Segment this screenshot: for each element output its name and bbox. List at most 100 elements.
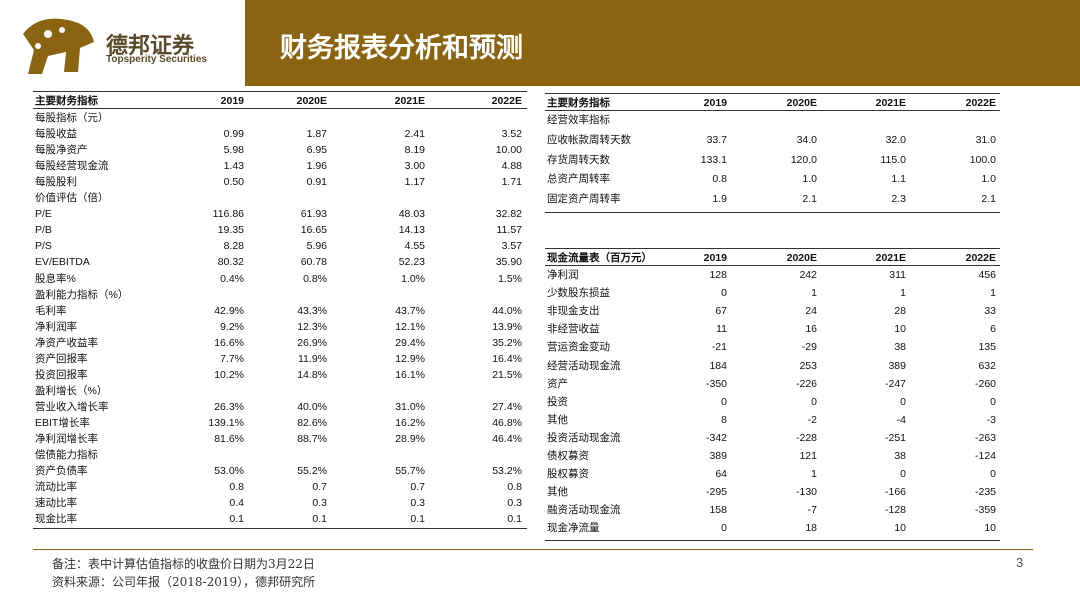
cell-value: 8.19 — [404, 144, 425, 157]
cell-value: 31.0 — [975, 133, 996, 146]
cell-value: 67 — [715, 305, 727, 318]
table-rule — [545, 265, 1000, 266]
cell-value: 21.5% — [492, 368, 522, 381]
cell-value: 2022E — [965, 97, 996, 109]
cell-value: 14.13 — [398, 224, 425, 237]
cell-value: 1 — [900, 287, 906, 300]
cell-value: 0.1 — [229, 513, 244, 526]
cell-value: -4 — [896, 413, 906, 426]
cell-value: 0.3 — [312, 497, 327, 510]
row-label: 少数股东损益 — [547, 287, 610, 300]
cell-value: 1.0 — [802, 173, 817, 186]
cell-value: 24 — [805, 305, 817, 318]
cell-value: 33.7 — [706, 133, 727, 146]
row-label: EV/EBITDA — [35, 256, 90, 269]
cell-value: 0.7 — [410, 481, 425, 494]
cell-value: -342 — [705, 431, 727, 444]
cell-value: 46.4% — [492, 433, 522, 445]
logo-en: Topsperity Securities — [106, 54, 207, 65]
row-label: 其他 — [547, 413, 568, 426]
table-rule — [545, 212, 1000, 213]
cell-value: 0 — [811, 395, 817, 408]
cell-value: 53.0% — [214, 465, 244, 478]
cell-value: -247 — [884, 377, 906, 390]
cell-value: 60.78 — [300, 256, 327, 269]
cell-value: 2019 — [703, 97, 727, 109]
cell-value: 55.7% — [395, 465, 425, 478]
row-label: 主要财务指标 — [547, 97, 610, 109]
cell-value: 32.82 — [495, 208, 522, 221]
cell-value: 5.96 — [306, 240, 327, 253]
cell-value: 0.3 — [410, 497, 425, 510]
row-label: 现金比率 — [35, 513, 77, 526]
cell-value: 0.91 — [306, 176, 327, 189]
cell-value: 2022E — [965, 252, 996, 264]
row-label: EBIT增长率 — [35, 416, 90, 429]
cell-value: 0.8% — [303, 272, 327, 285]
cell-value: 10 — [984, 522, 996, 535]
cell-value: 18 — [805, 522, 817, 535]
cell-value: 3.57 — [501, 240, 522, 253]
row-label: 净利润率 — [35, 320, 77, 333]
cell-value: 1.0% — [401, 272, 425, 285]
cell-value: 1.43 — [223, 160, 244, 173]
row-label: 流动比率 — [35, 481, 77, 494]
cell-value: 632 — [978, 359, 996, 372]
cell-value: 0 — [721, 287, 727, 300]
row-label: 非现金支出 — [547, 305, 600, 318]
cell-value: 0.3 — [507, 497, 522, 510]
cell-value: 43.7% — [395, 304, 425, 317]
cell-value: 0.1 — [312, 513, 327, 526]
cell-value: 2.1 — [981, 193, 996, 206]
cell-value: 0 — [990, 395, 996, 408]
cell-value: 1.87 — [306, 128, 327, 141]
cell-value: 128 — [709, 269, 727, 281]
cell-value: 4.55 — [404, 240, 425, 253]
row-label: 营运资金变动 — [547, 341, 610, 354]
cell-value: 10.00 — [495, 144, 522, 157]
cell-value: 6 — [990, 323, 996, 336]
cell-value: 27.4% — [492, 400, 522, 413]
row-label: 固定资产周转率 — [547, 193, 621, 206]
page-title: 财务报表分析和预测 — [280, 33, 523, 63]
cell-value: 82.6% — [297, 416, 327, 429]
cell-value: -350 — [705, 377, 727, 390]
cell-value: 0 — [721, 395, 727, 408]
row-label: P/S — [35, 240, 52, 253]
row-label: 净利润 — [547, 269, 579, 281]
logo-cn: 德邦证券 — [106, 33, 195, 58]
cell-value: 88.7% — [297, 433, 327, 445]
cell-value: 11 — [716, 323, 727, 336]
cell-value: 10 — [894, 323, 906, 336]
cell-value: 29.4% — [395, 336, 425, 349]
cell-value: 32.0 — [885, 133, 906, 146]
cell-value: 6.95 — [306, 144, 327, 157]
cell-value: 48.03 — [398, 208, 425, 221]
cell-value: 2021E — [394, 95, 425, 107]
row-label: 毛利率 — [35, 304, 67, 317]
cell-value: 2.1 — [802, 193, 817, 206]
cell-value: 121 — [799, 450, 817, 462]
row-label: 股息率% — [35, 272, 76, 285]
cell-value: 0 — [900, 468, 906, 481]
row-label: P/E — [35, 208, 52, 221]
cell-value: 55.2% — [297, 465, 327, 478]
row-label: 经营效率指标 — [547, 114, 610, 126]
cell-value: 9.2% — [220, 320, 244, 333]
cell-value: 311 — [889, 269, 906, 281]
cell-value: -2 — [807, 413, 817, 426]
cell-value: -228 — [795, 431, 817, 444]
cell-value: 61.93 — [300, 208, 327, 221]
cell-value: 0.8 — [712, 173, 727, 186]
cell-value: 7.7% — [220, 352, 244, 365]
row-label: 现金净流量 — [547, 522, 600, 535]
footer-rule — [33, 549, 1033, 550]
cell-value: 2021E — [875, 252, 906, 264]
row-label: 非经营收益 — [547, 323, 600, 336]
cell-value: 26.9% — [297, 336, 327, 349]
cell-value: 3.52 — [501, 128, 522, 141]
table-rule — [545, 93, 1000, 94]
row-label: 净利润增长率 — [35, 433, 98, 445]
cell-value: 38 — [894, 450, 906, 462]
cell-value: 3.00 — [404, 160, 425, 173]
